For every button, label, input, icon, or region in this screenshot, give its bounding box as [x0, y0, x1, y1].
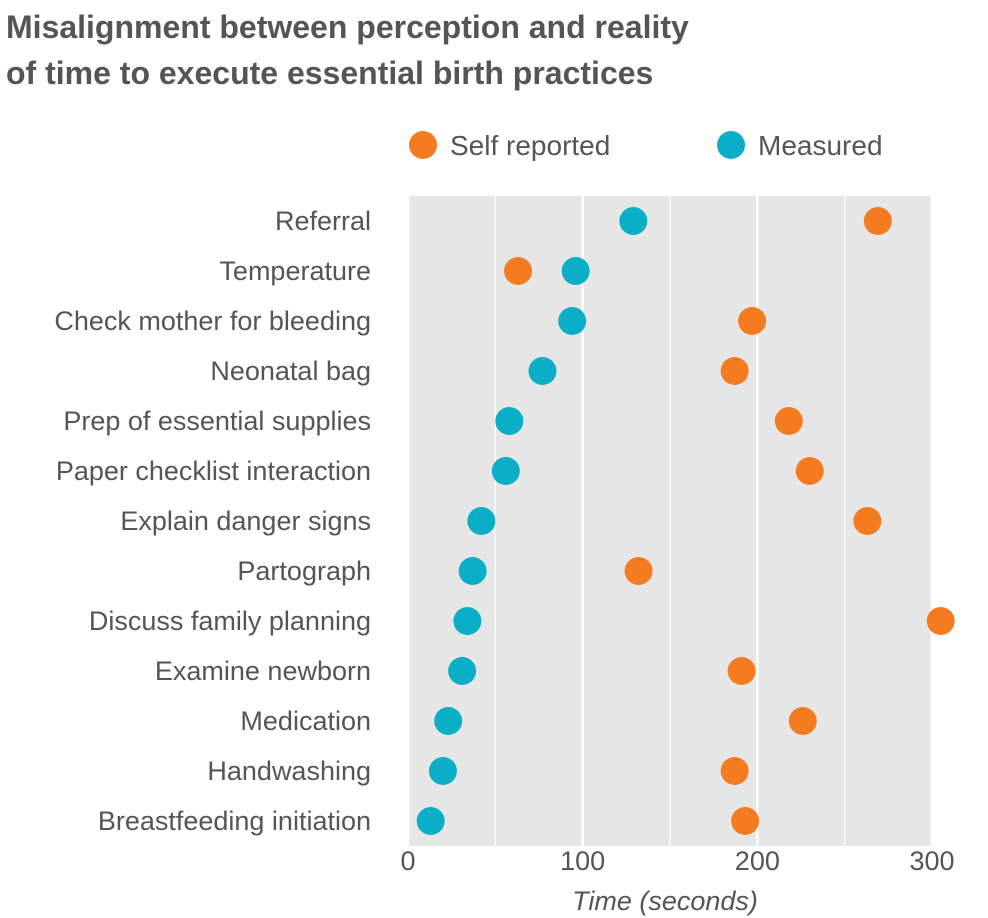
legend-label: Self reported — [450, 130, 610, 161]
x-tick-label: 200 — [735, 846, 780, 876]
chart-title-line-1: Misalignment between perception and real… — [6, 9, 689, 45]
point-self-reported — [624, 557, 653, 585]
point-measured — [491, 457, 520, 485]
chart-title: Misalignment between perception and real… — [6, 4, 906, 96]
category-labels: Referral Temperature Check mother for blee… — [54, 206, 371, 836]
point-measured — [528, 357, 557, 385]
legend-marker — [409, 131, 437, 159]
point-self-reported — [788, 707, 817, 735]
category-label: Explain danger signs — [120, 506, 371, 536]
point-self-reported — [720, 357, 749, 385]
category-label: Temperature — [219, 256, 371, 286]
category-label: Medication — [240, 706, 371, 736]
point-self-reported — [727, 657, 756, 685]
category-label: Partograph — [237, 556, 371, 586]
point-measured — [558, 307, 587, 335]
point-measured — [458, 557, 487, 585]
category-label: Prep of essential supplies — [63, 406, 371, 436]
point-measured — [495, 407, 524, 435]
data-points — [416, 207, 955, 835]
point-measured — [467, 507, 496, 535]
x-axis-title: Time (seconds) — [572, 886, 758, 916]
x-tick-label: 300 — [909, 846, 954, 876]
legend-label: Measured — [758, 130, 883, 161]
category-label: Check mother for bleeding — [54, 306, 371, 336]
point-measured — [448, 657, 477, 685]
category-label: Discuss family planning — [89, 606, 371, 636]
point-self-reported — [720, 757, 749, 785]
legend: Self reported Measured — [409, 130, 883, 161]
point-self-reported — [853, 507, 882, 535]
category-label: Handwashing — [207, 756, 371, 786]
chart-title-line-2: of time to execute essential birth pract… — [6, 55, 654, 91]
point-self-reported — [863, 207, 892, 235]
category-label: Breastfeeding initiation — [98, 806, 371, 836]
x-tick-label: 100 — [560, 846, 605, 876]
point-measured — [428, 757, 457, 785]
point-self-reported — [738, 307, 767, 335]
category-label: Paper checklist interaction — [56, 456, 371, 486]
point-self-reported — [795, 457, 824, 485]
category-label: Examine newborn — [155, 656, 371, 686]
point-self-reported — [504, 257, 533, 285]
x-axis-ticks: 0 100 200 300 — [400, 846, 954, 876]
point-measured — [434, 707, 463, 735]
gridlines — [406, 196, 934, 846]
point-measured — [619, 207, 648, 235]
point-measured — [416, 807, 445, 835]
point-measured — [561, 257, 590, 285]
x-tick-label: 0 — [400, 846, 415, 876]
point-self-reported — [926, 607, 955, 635]
point-self-reported — [731, 807, 760, 835]
category-label: Referral — [275, 206, 371, 236]
legend-marker — [717, 131, 745, 159]
point-measured — [453, 607, 482, 635]
category-label: Neonatal bag — [210, 356, 371, 386]
point-self-reported — [774, 407, 803, 435]
